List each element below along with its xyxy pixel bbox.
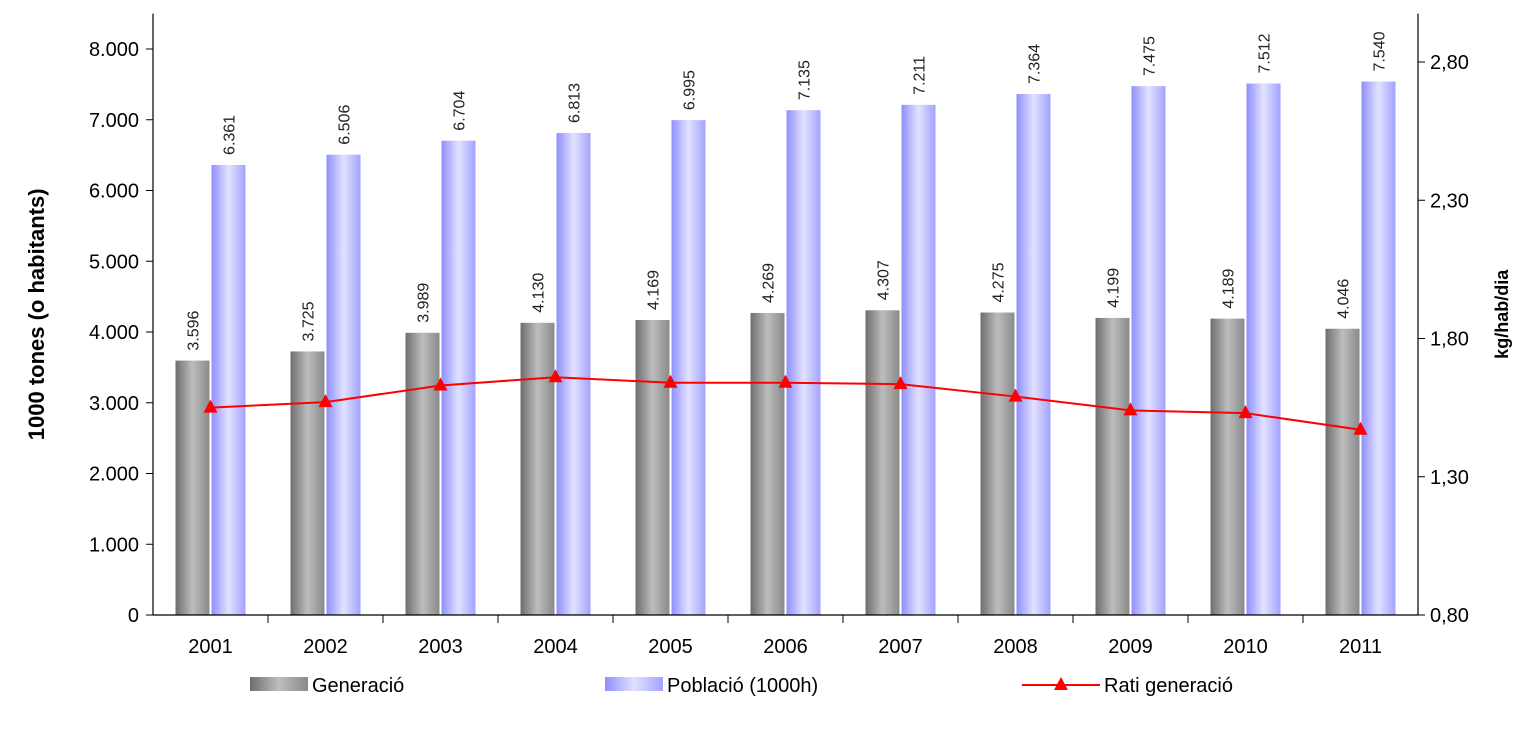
y-axis-right-title: kg/hab/dia	[1492, 269, 1512, 359]
point-rati-2004	[548, 369, 563, 383]
data-label-generacio-2011: 4.046	[1336, 279, 1353, 319]
legend: Generació Població (1000h) Rati generació	[250, 675, 1233, 697]
bar-poblacio-2009	[1131, 86, 1166, 616]
x-tick-label-2010: 2010	[1223, 636, 1268, 658]
data-label-generacio-2004: 4.130	[531, 273, 548, 313]
bar-generacio-2003	[405, 332, 440, 615]
bar-poblacio-2008	[1016, 93, 1051, 615]
point-rati-2011	[1353, 421, 1368, 435]
data-label-poblacio-2005: 6.995	[682, 70, 699, 110]
point-rati-2009	[1123, 402, 1138, 416]
x-tick-label-2006: 2006	[763, 636, 808, 658]
bar-generacio-2004	[520, 322, 555, 615]
data-label-generacio-2007: 4.307	[876, 260, 893, 300]
data-label-poblacio-2004: 6.813	[567, 83, 584, 123]
line-layer	[203, 369, 1368, 435]
x-tick-label-2001: 2001	[188, 636, 233, 658]
y-left-tick-label: 4.000	[89, 322, 139, 344]
x-tick-label-2008: 2008	[993, 636, 1038, 658]
legend-swatch-generacio	[250, 677, 308, 691]
point-rati-2005	[663, 374, 678, 388]
point-rati-2006	[778, 374, 793, 388]
data-label-poblacio-2008: 7.364	[1027, 44, 1044, 84]
bar-poblacio-2006	[786, 110, 821, 615]
y-right-tick-label: 1,80	[1430, 329, 1469, 351]
bar-poblacio-2007	[901, 104, 936, 615]
data-label-generacio-2005: 4.169	[646, 270, 663, 310]
x-tick-label-2004: 2004	[533, 636, 578, 658]
x-tick-label-2002: 2002	[303, 636, 348, 658]
x-tick-label-2003: 2003	[418, 636, 463, 658]
y-right-tick-label: 2,80	[1430, 52, 1469, 74]
data-label-generacio-2003: 3.989	[416, 283, 433, 323]
legend-swatch-poblacio	[605, 677, 663, 691]
data-label-poblacio-2011: 7.540	[1372, 31, 1389, 71]
point-rati-2002	[318, 394, 333, 408]
point-rati-2001	[203, 399, 218, 413]
y-left-tick-label: 6.000	[89, 181, 139, 203]
point-rati-2008	[1008, 388, 1023, 402]
data-label-poblacio-2001: 6.361	[222, 115, 239, 155]
point-rati-2010	[1238, 405, 1253, 419]
y-left-tick-label: 0	[128, 605, 139, 627]
data-label-generacio-2010: 4.189	[1221, 268, 1238, 308]
y-left-tick-label: 7.000	[89, 110, 139, 132]
bar-generacio-2008	[980, 312, 1015, 615]
bar-poblacio-2003	[441, 140, 476, 615]
bars-layer	[175, 81, 1396, 616]
legend-label-generacio: Generació	[312, 675, 404, 697]
y-left-tick-label: 8.000	[89, 39, 139, 61]
bar-poblacio-2010	[1246, 83, 1281, 615]
bar-generacio-2001	[175, 360, 210, 615]
data-label-poblacio-2010: 7.512	[1257, 33, 1274, 73]
bar-poblacio-2004	[556, 132, 591, 615]
data-label-generacio-2006: 4.269	[761, 263, 778, 303]
bar-poblacio-2011	[1361, 81, 1396, 616]
y-right-tick-label: 1,30	[1430, 467, 1469, 489]
data-label-generacio-2001: 3.596	[186, 310, 203, 350]
bar-generacio-2009	[1095, 317, 1130, 615]
data-label-poblacio-2006: 7.135	[797, 60, 814, 100]
y-left-tick-label: 2.000	[89, 464, 139, 486]
legend-marker-rati	[1054, 677, 1068, 690]
data-label-poblacio-2002: 6.506	[337, 105, 354, 145]
labels-layer: 3.596 6.361 3.725 6.506 3.989 6.704 4.130 6.813…	[186, 31, 1389, 350]
x-tick-label-2009: 2009	[1108, 636, 1153, 658]
bar-poblacio-2001	[211, 164, 246, 616]
y-left-tick-label: 3.000	[89, 393, 139, 415]
bar-poblacio-2002	[326, 154, 361, 615]
y-right-tick-label: 2,30	[1430, 190, 1469, 212]
x-tick-label-2007: 2007	[878, 636, 923, 658]
bar-generacio-2006	[750, 312, 785, 615]
bar-generacio-2005	[635, 320, 670, 615]
point-rati-2007	[893, 376, 908, 390]
data-label-poblacio-2007: 7.211	[912, 56, 929, 95]
y-left-tick-label: 1.000	[89, 534, 139, 556]
data-label-poblacio-2003: 6.704	[452, 91, 469, 131]
bar-generacio-2002	[290, 351, 325, 615]
data-label-generacio-2009: 4.199	[1106, 268, 1123, 308]
point-rati-2003	[433, 377, 448, 391]
legend-label-poblacio: Població (1000h)	[667, 675, 818, 697]
bar-generacio-2007	[865, 310, 900, 615]
bar-generacio-2010	[1210, 318, 1245, 615]
axes-layer: 2001 2002 2003 2004 2005 2006 2007 2008 2009 2010…	[24, 13, 1512, 658]
y-left-tick-label: 5.000	[89, 251, 139, 273]
x-tick-label-2005: 2005	[648, 636, 693, 658]
data-label-generacio-2002: 3.725	[301, 301, 318, 341]
bar-poblacio-2005	[671, 120, 706, 615]
y-axis-left-title: 1000 tones (o habitants)	[24, 188, 49, 440]
legend-label-rati: Rati generació	[1104, 675, 1233, 697]
data-label-poblacio-2009: 7.475	[1142, 36, 1159, 76]
y-right-tick-label: 0,80	[1430, 605, 1469, 627]
data-label-generacio-2008: 4.275	[991, 262, 1008, 302]
bar-generacio-2011	[1325, 328, 1360, 615]
x-tick-label-2011: 2011	[1339, 636, 1382, 658]
